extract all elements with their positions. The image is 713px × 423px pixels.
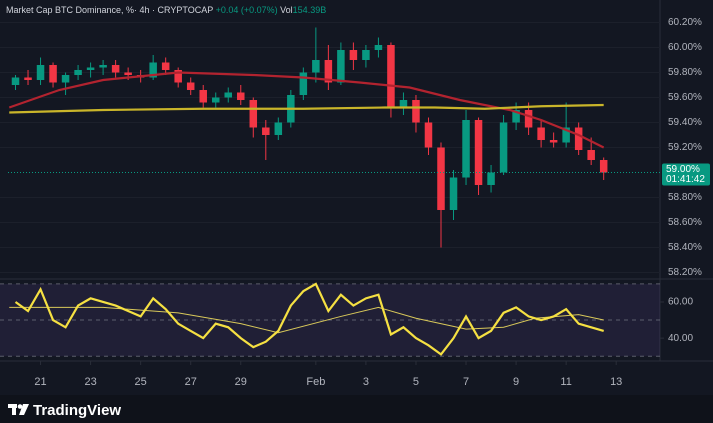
- last-price-label: 59.00%: [666, 164, 700, 175]
- candle-body: [374, 45, 383, 50]
- chart-title: Market Cap BTC Dominance, %· 4h · CRYPTO…: [6, 5, 213, 15]
- candle-body: [186, 82, 195, 90]
- logo-slash: [19, 404, 29, 415]
- countdown: 01:41:42: [666, 174, 705, 185]
- candle-body: [462, 120, 470, 178]
- candle-body: [574, 127, 583, 150]
- candle-body: [337, 50, 345, 83]
- logo-stem: [12, 404, 16, 415]
- moving-average: [9, 103, 604, 114]
- candle-body: [562, 127, 570, 143]
- brand: TradingView: [33, 402, 121, 419]
- y-tick-label: 60.20%: [668, 17, 702, 28]
- candle-body: [324, 60, 333, 83]
- x-tick-label: 3: [363, 376, 369, 388]
- candle-body: [237, 92, 245, 100]
- candle-body: [99, 65, 107, 68]
- x-tick-label: 5: [413, 376, 419, 388]
- candle-body: [149, 62, 157, 78]
- x-tick-label: 23: [84, 376, 96, 388]
- candle-body: [587, 150, 595, 160]
- x-tick-label: 27: [185, 376, 197, 388]
- x-tick-label: 29: [235, 376, 247, 388]
- x-tick-label: 21: [34, 376, 46, 388]
- y-tick-label: 58.80%: [668, 192, 702, 203]
- candle-body: [387, 45, 395, 108]
- x-tick-label: 25: [135, 376, 147, 388]
- x-tick-label: 9: [513, 376, 519, 388]
- candle-body: [524, 110, 533, 128]
- y-tick-label: 58.40%: [668, 242, 702, 253]
- candle-body: [499, 122, 508, 173]
- y-tick-label: 60.00: [668, 297, 693, 308]
- candle-body: [299, 72, 308, 95]
- candle-body: [74, 70, 82, 75]
- candle-body: [262, 127, 270, 135]
- volume: 154.39B: [293, 5, 327, 15]
- x-tick-label: 7: [463, 376, 469, 388]
- candle-body: [512, 110, 520, 123]
- candle-body: [36, 65, 45, 80]
- candle-body: [487, 172, 495, 185]
- candle-body: [412, 100, 420, 123]
- y-tick-label: 59.40%: [668, 117, 702, 128]
- logo-dot: [17, 404, 23, 409]
- candle-body: [124, 72, 132, 75]
- candle-body: [211, 97, 220, 103]
- candle-body: [174, 70, 182, 83]
- candle-body: [224, 92, 233, 98]
- logo: [8, 404, 29, 415]
- y-tick-label: 59.80%: [668, 67, 702, 78]
- candle-body: [537, 127, 545, 140]
- candle-body: [312, 60, 320, 73]
- y-tick-label: 60.00%: [668, 42, 702, 53]
- candle-body: [249, 100, 258, 128]
- y-tick-label: 59.60%: [668, 92, 702, 103]
- x-tick-label: 11: [560, 376, 571, 388]
- candle-body: [349, 50, 358, 60]
- x-tick-label: Feb: [306, 376, 325, 388]
- candle-body: [49, 65, 57, 83]
- header: Market Cap BTC Dominance, %· 4h · CRYPTO…: [6, 5, 326, 15]
- candle-body: [362, 50, 370, 60]
- candle-body: [399, 100, 408, 108]
- last-price-box: [662, 163, 710, 186]
- candle-body: [161, 62, 170, 70]
- candle-body: [86, 67, 95, 70]
- candle-body: [449, 177, 458, 210]
- moving-average: [8, 71, 605, 149]
- change: +0.04 (+0.07%): [216, 5, 278, 15]
- rsi-line: [14, 282, 604, 356]
- candle-body: [274, 122, 283, 135]
- y-tick-label: 58.60%: [668, 217, 702, 228]
- candle-body: [199, 90, 207, 103]
- candle-body: [549, 140, 558, 143]
- candle-body: [111, 65, 120, 73]
- x-tick-label: 13: [610, 376, 622, 388]
- y-tick-label: 59.20%: [668, 142, 702, 153]
- candle-body: [474, 120, 483, 185]
- candle-body: [599, 160, 608, 173]
- candle-body: [424, 122, 433, 148]
- candle-body: [11, 77, 20, 85]
- candle-body: [437, 147, 445, 210]
- candle-body: [24, 77, 32, 80]
- y-tick-label: 40.00: [668, 333, 693, 344]
- footer: [0, 395, 713, 423]
- y-tick-label: 58.20%: [668, 267, 702, 278]
- candle-body: [61, 75, 70, 83]
- volume-label: Vol: [280, 5, 293, 15]
